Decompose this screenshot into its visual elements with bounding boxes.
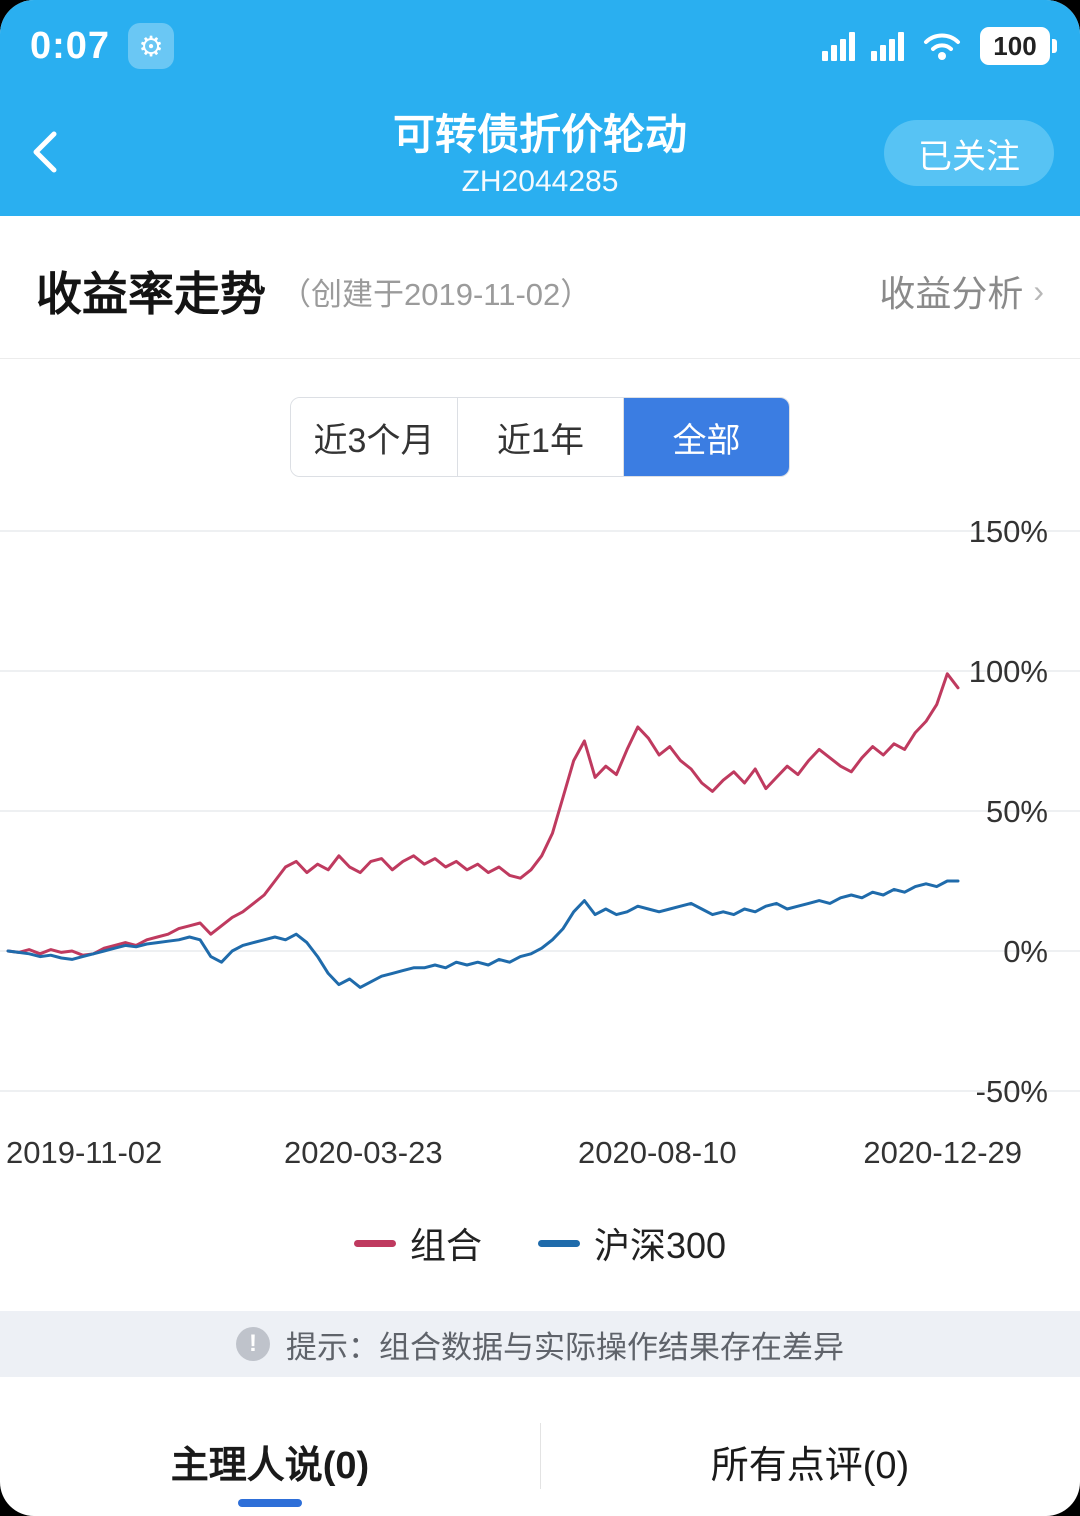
- profit-analysis-link[interactable]: 收益分析 ›: [879, 265, 1044, 317]
- chevron-right-icon: ›: [1033, 272, 1044, 309]
- profit-analysis-label: 收益分析: [879, 273, 1024, 314]
- y-tick-label: 150%: [968, 514, 1048, 549]
- performance-chart[interactable]: 150% 100% 50% 0% -50%: [0, 511, 1080, 1131]
- legend-label: 组合: [409, 1225, 482, 1266]
- legend-label: 沪深300: [593, 1225, 727, 1266]
- legend-item-hs300: 沪深300: [537, 1217, 727, 1269]
- tab-all-comments[interactable]: 所有点评(0): [540, 1405, 1080, 1516]
- y-tick-label: 0%: [1003, 934, 1048, 969]
- section-divider: [0, 358, 1080, 359]
- chevron-left-icon: [33, 131, 57, 173]
- page-title: 可转债折价轮动: [392, 110, 687, 158]
- status-bar: 0:07 ⚙ 100: [0, 0, 1080, 92]
- chart-svg[interactable]: [0, 511, 1080, 1131]
- tab-manager-says[interactable]: 主理人说(0): [0, 1405, 540, 1516]
- info-circle-icon: !: [236, 1327, 270, 1361]
- created-date-label: （创建于2019-11-02）: [280, 276, 592, 312]
- x-tick-label: 2020-03-23: [284, 1135, 443, 1170]
- x-tick-label: 2020-12-29: [863, 1135, 1022, 1170]
- active-tab-indicator: [238, 1499, 302, 1507]
- disclaimer-text: 提示：组合数据与实际操作结果存在差异: [286, 1329, 844, 1365]
- disclaimer-bar: ! 提示：组合数据与实际操作结果存在差异: [0, 1311, 1080, 1377]
- status-time: 0:07: [30, 24, 111, 67]
- x-tick-label: 2019-11-02: [6, 1135, 163, 1170]
- portfolio-line-swatch: [353, 1239, 396, 1247]
- gear-icon: ⚙: [128, 23, 175, 69]
- follow-button[interactable]: 已关注: [884, 120, 1054, 186]
- y-tick-label: -50%: [975, 1074, 1048, 1109]
- back-button[interactable]: [16, 120, 80, 184]
- tab-all-comments-label: 所有点评(0): [710, 1444, 910, 1487]
- signal-bars-icon-2: [871, 31, 904, 61]
- range-tab-3months[interactable]: 近3个月: [291, 398, 457, 476]
- y-tick-label: 100%: [968, 654, 1048, 689]
- battery-icon: 100: [980, 27, 1057, 65]
- tab-divider: [540, 1423, 541, 1489]
- signal-bars-icon: [822, 31, 855, 61]
- app-header: 可转债折价轮动 ZH2044285 已关注: [0, 92, 1080, 216]
- range-tab-all[interactable]: 全部: [623, 398, 789, 476]
- comment-tabs: 主理人说(0) 所有点评(0): [0, 1405, 1080, 1516]
- chart-legend: 组合 沪深300: [0, 1217, 1080, 1269]
- range-tab-group: 近3个月 近1年 全部: [290, 397, 790, 477]
- range-tab-1year[interactable]: 近1年: [457, 398, 623, 476]
- portfolio-code: ZH2044285: [461, 165, 619, 199]
- legend-item-portfolio: 组合: [353, 1217, 482, 1269]
- tab-manager-says-label: 主理人说(0): [170, 1444, 370, 1487]
- section-title: 收益率走势: [36, 268, 266, 320]
- section-header: 收益率走势 （创建于2019-11-02） 收益分析 ›: [0, 216, 1080, 358]
- top-blue-area: 0:07 ⚙ 100: [0, 0, 1080, 216]
- wifi-icon: [920, 27, 964, 66]
- y-tick-label: 50%: [985, 794, 1048, 829]
- x-tick-label: 2020-08-10: [578, 1135, 737, 1170]
- battery-level: 100: [993, 30, 1037, 61]
- hs300-line-swatch: [537, 1239, 580, 1247]
- x-axis-labels: 2019-11-02 2020-03-23 2020-08-10 2020-12…: [0, 1131, 1080, 1177]
